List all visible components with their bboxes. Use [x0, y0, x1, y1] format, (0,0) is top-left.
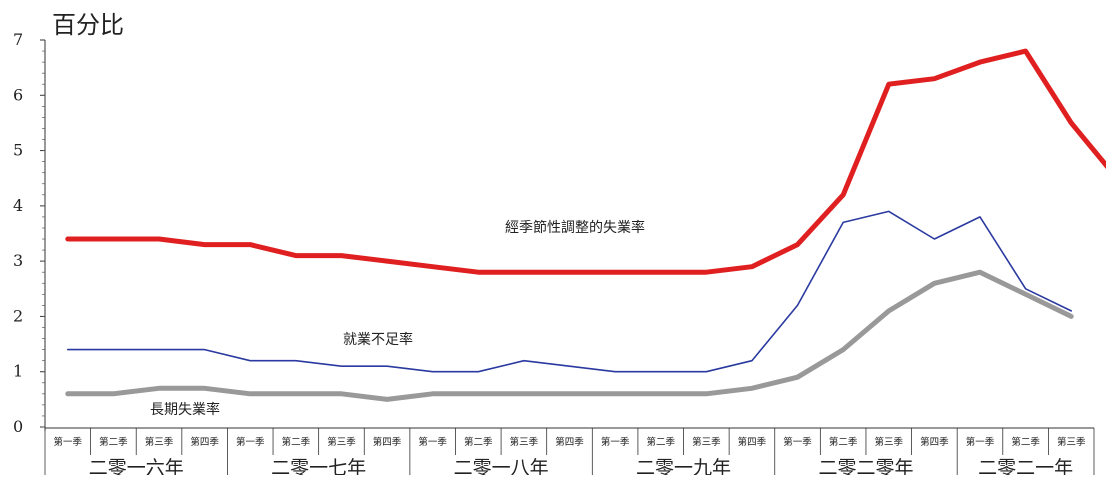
y-tick-label: 1 [13, 362, 23, 381]
y-tick-label: 3 [13, 251, 23, 270]
underemployment-rate-line [67, 210, 1072, 373]
quarter-label: 第四季 [555, 436, 584, 448]
year-label: 二零二一年 [978, 457, 1073, 475]
y-axis-title: 百分比 [52, 11, 124, 39]
quarter-label: 第二季 [646, 436, 675, 448]
long-term-unemployment-line [65, 269, 1074, 402]
y-tick-label: 7 [13, 30, 23, 49]
quarter-label: 第四季 [738, 436, 767, 448]
long-term-unemployment-label: 長期失業率 [150, 401, 220, 418]
unemployment-rate-label: 經季節性調整的失業率 [505, 219, 645, 236]
quarter-label: 第一季 [783, 436, 812, 448]
unemployment-rate-line [65, 48, 1106, 275]
y-tick-label: 4 [13, 196, 23, 215]
y-tick-label: 5 [13, 141, 23, 160]
year-label: 二零一九年 [636, 457, 731, 475]
year-label: 二零一八年 [454, 457, 549, 475]
quarter-label: 第一季 [601, 436, 630, 448]
quarter-label: 第三季 [327, 436, 356, 448]
quarter-label: 第一季 [54, 436, 83, 448]
quarter-label: 第三季 [692, 436, 721, 448]
quarter-label: 第一季 [966, 436, 995, 448]
series [65, 48, 1106, 402]
year-label: 二零一七年 [271, 457, 366, 475]
quarter-label: 第四季 [920, 436, 949, 448]
quarter-label: 第三季 [145, 436, 174, 448]
quarter-label: 第三季 [875, 436, 904, 448]
quarter-label: 第二季 [99, 436, 128, 448]
quarter-label: 第二季 [1011, 436, 1040, 448]
quarter-label: 第一季 [418, 436, 447, 448]
quarter-label: 第一季 [236, 436, 265, 448]
axes: 0 1 2 3 4 5 6 7 第一季 第二季 第三季 第四季 第一季 第二季 第三季 第四季 第一季 第二季 第三… [13, 30, 1095, 479]
quarter-label: 第二季 [282, 436, 311, 448]
quarter-label: 第三季 [510, 436, 539, 448]
quarter-label: 第三季 [1057, 436, 1086, 448]
underemployment-rate-label: 就業不足率 [343, 331, 413, 348]
year-label: 二零二零年 [818, 457, 913, 475]
quarter-label: 第四季 [373, 436, 402, 448]
year-label: 二零一六年 [89, 457, 184, 475]
quarter-label: 第二季 [829, 436, 858, 448]
quarter-label: 第四季 [190, 436, 219, 448]
y-tick-label: 2 [13, 306, 23, 325]
y-tick-label: 6 [13, 85, 23, 104]
y-tick-label: 0 [13, 417, 23, 436]
quarter-label: 第二季 [464, 436, 493, 448]
